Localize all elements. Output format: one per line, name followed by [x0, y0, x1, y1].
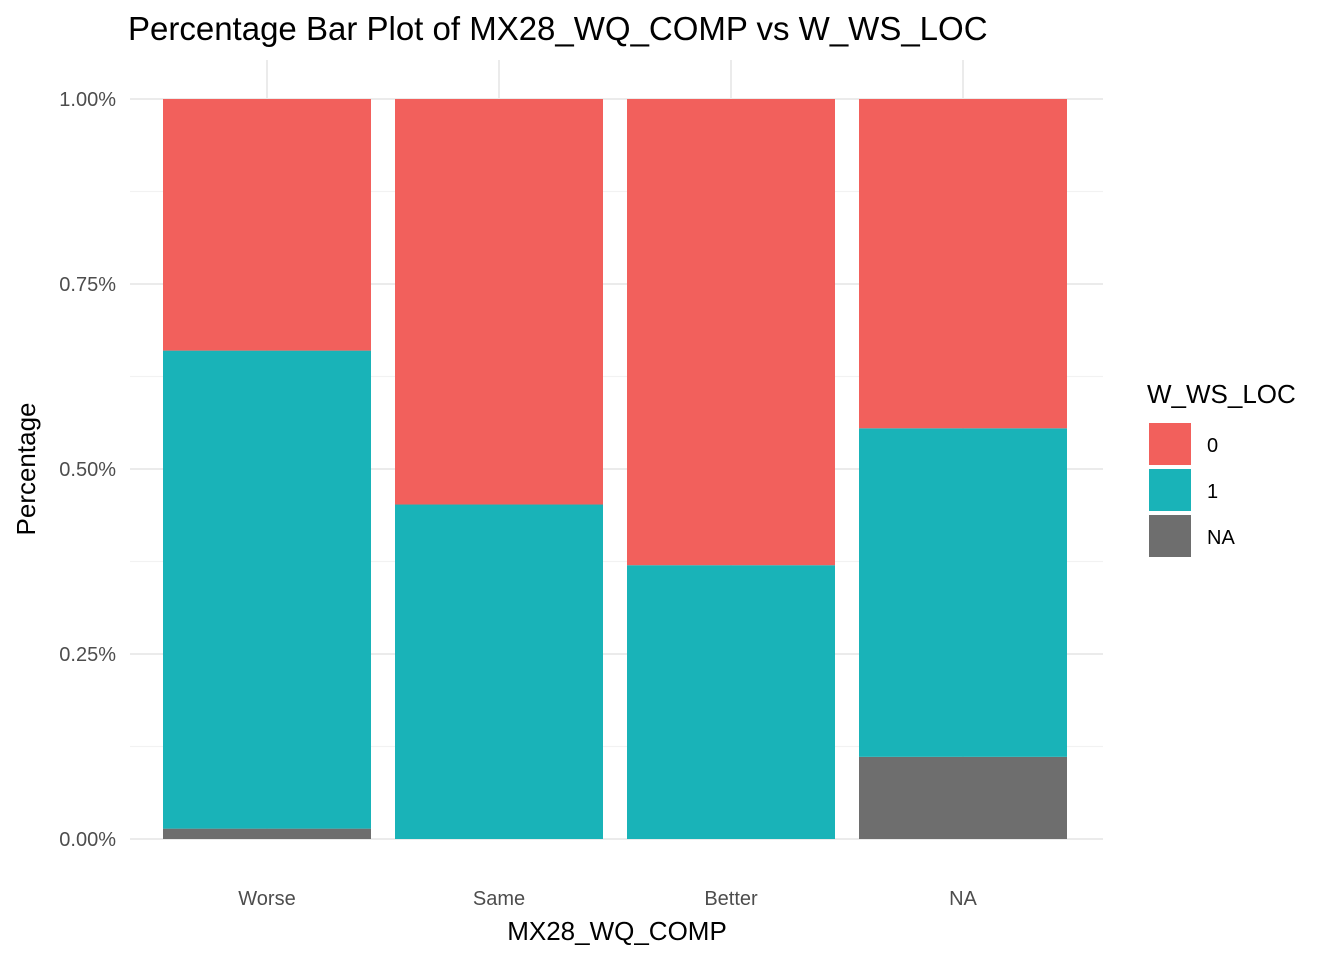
y-tick-label: 0.25% [59, 644, 116, 666]
bar-segment-na-na [859, 756, 1067, 839]
bar-segment-worse-0 [163, 99, 371, 351]
bar-segment-worse-na [163, 828, 371, 839]
legend-label: NA [1207, 527, 1235, 549]
bar-segment-na-0 [859, 99, 1067, 429]
x-tick-label: Better [704, 888, 758, 910]
y-tick-label: 0.50% [59, 459, 116, 481]
x-tick-label: NA [949, 888, 977, 910]
legend-label: 0 [1207, 435, 1218, 457]
bar-segment-worse-1 [163, 350, 371, 829]
legend: W_WS_LOC 0 1 NA [1147, 379, 1296, 557]
y-tick-label: 0.75% [59, 274, 116, 296]
y-axis-title: Percentage [11, 403, 41, 536]
legend-items: 0 1 NA [1149, 423, 1235, 557]
legend-title: W_WS_LOC [1147, 379, 1296, 409]
x-axis-title: MX28_WQ_COMP [507, 916, 727, 946]
bar-segment-na-1 [859, 428, 1067, 757]
legend-label: 1 [1207, 481, 1218, 503]
legend-swatch-0 [1149, 423, 1191, 465]
chart-title: Percentage Bar Plot of MX28_WQ_COMP vs W… [128, 10, 988, 47]
legend-swatch-na [1149, 515, 1191, 557]
x-tick-label: Same [473, 888, 525, 910]
y-tick-label: 1.00% [59, 89, 116, 111]
bar-segment-better-1 [627, 565, 835, 839]
bar-segment-better-0 [627, 99, 835, 566]
y-tick-label: 0.00% [59, 829, 116, 851]
bar-segment-same-1 [395, 504, 603, 839]
tick-labels: 0.00% 0.25% 0.50% 0.75% 1.00% Worse Same Better… [59, 89, 977, 910]
bar-segment-same-0 [395, 99, 603, 505]
bars [163, 99, 1067, 839]
x-tick-label: Worse [238, 888, 295, 910]
legend-swatch-1 [1149, 469, 1191, 511]
